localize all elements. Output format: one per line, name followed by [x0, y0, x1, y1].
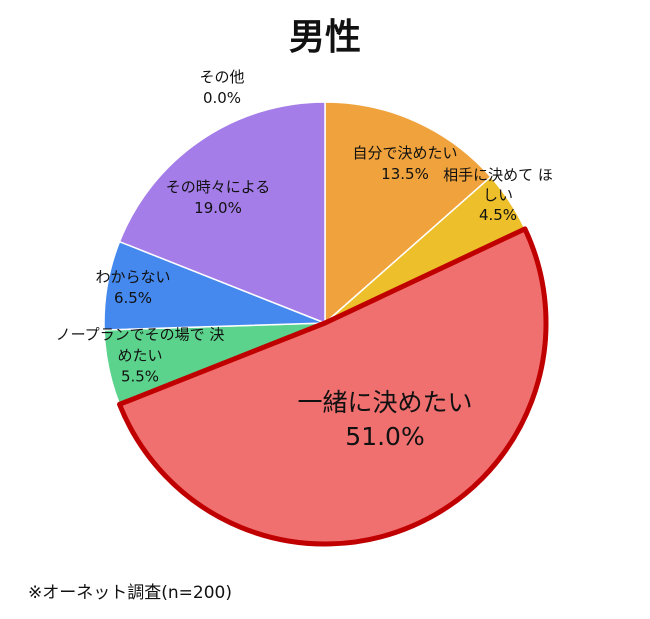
- slice-label-0: 自分で決めたい 13.5%: [352, 143, 457, 185]
- slice-label-2: 一緒に決めたい 51.0%: [297, 386, 472, 454]
- value-text: 5.5%: [120, 367, 160, 386]
- label-text: 一緒に決めたい: [297, 388, 473, 417]
- slice-label-6: その他 0.0%: [199, 67, 244, 109]
- slice-label-1: 相手に決めて ほしい 4.5%: [443, 165, 553, 225]
- chart-title: 男性: [288, 17, 361, 58]
- value-text: 0.0%: [202, 89, 242, 107]
- label-text: その時々による: [165, 178, 271, 196]
- value-text: 6.5%: [113, 289, 153, 307]
- value-text: 4.5%: [478, 206, 518, 224]
- label-text: 自分で決めたい: [352, 144, 458, 162]
- value-text: 13.5%: [381, 165, 429, 183]
- pie-slice-0: [324, 101, 492, 325]
- slice-label-5: その時々による 19.0%: [166, 177, 271, 219]
- label-text: ノープランでその場で 決めたい: [55, 325, 225, 365]
- slice-label-4: わからない 6.5%: [95, 267, 170, 309]
- label-text: その他: [199, 68, 245, 86]
- label-text: 相手に決めて ほしい: [443, 166, 553, 204]
- label-text: わからない: [95, 268, 171, 286]
- slice-label-3: ノープランでその場で 決めたい 5.5%: [53, 325, 228, 388]
- pie-slice-2: [117, 226, 549, 547]
- survey-note: ※オーネット調査(n=200): [28, 583, 232, 603]
- pie-slice-5: [118, 101, 326, 325]
- value-text: 19.0%: [194, 199, 242, 217]
- value-text: 51.0%: [345, 422, 425, 451]
